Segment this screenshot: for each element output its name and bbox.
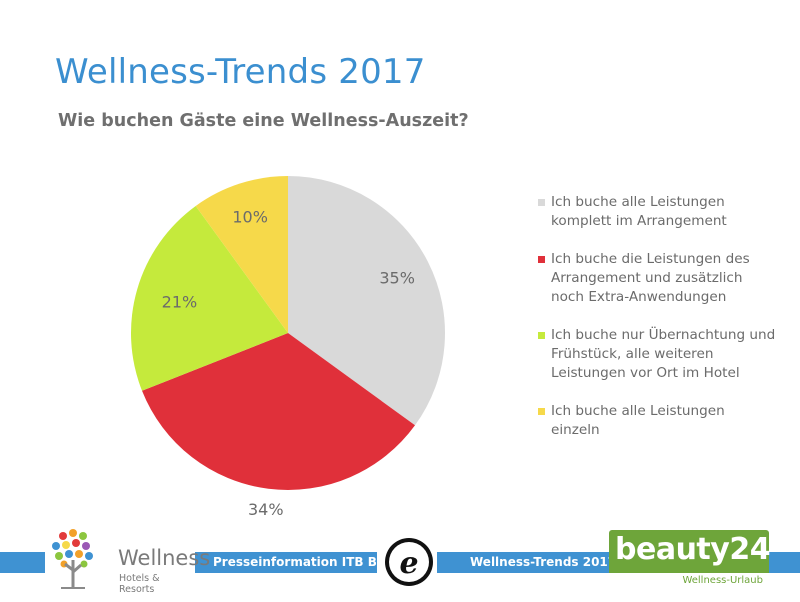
legend-label: Ich buche die Leistungen des Arrangement… bbox=[551, 251, 750, 305]
wellness-hotels-logo: Wellness Hotels & Resorts bbox=[45, 526, 210, 598]
logo-left-sub: Hotels & Resorts bbox=[119, 573, 160, 595]
page-title: Wellness-Trends 2017 bbox=[55, 52, 426, 92]
legend-label: Ich buche alle Leistungen einzeln bbox=[551, 403, 725, 438]
pie-data-label: 21% bbox=[162, 292, 198, 311]
pie-data-label: 34% bbox=[248, 500, 284, 519]
e-seal-icon: e bbox=[385, 538, 433, 586]
tree-icon bbox=[52, 529, 93, 589]
logo-left-name: Wellness bbox=[118, 546, 211, 570]
legend-item: Ich buche alle Leistungen einzeln bbox=[538, 402, 788, 440]
page-subtitle: Wie buchen Gäste eine Wellness-Auszeit? bbox=[58, 111, 469, 131]
pie-slice-extra bbox=[142, 333, 416, 491]
pie-slice-arrangement bbox=[288, 176, 445, 426]
legend-item: Ich buche die Leistungen des Arrangement… bbox=[538, 250, 788, 307]
legend-swatch bbox=[538, 408, 545, 415]
pie-slice-uebernachtung bbox=[130, 205, 288, 391]
pie-chart: 35% 34% 21% 10% bbox=[130, 176, 445, 519]
legend-item: Ich buche nur Übernachtung und Frühstück… bbox=[538, 326, 788, 383]
center-logo: e bbox=[377, 527, 437, 597]
footer-title-text: Wellness-Trends 2017 bbox=[470, 555, 617, 569]
press-info-text: Presseinformation ITB Berlin bbox=[213, 555, 408, 569]
beauty24-logo: beauty24de Wellness-Urlaub bbox=[609, 530, 789, 588]
pie-data-label: 35% bbox=[379, 268, 415, 287]
chart-legend: Ich buche alle Leistungen komplett im Ar… bbox=[538, 193, 788, 459]
legend-swatch bbox=[538, 199, 545, 206]
pie-data-label: 10% bbox=[232, 208, 268, 227]
legend-label: Ich buche nur Übernachtung und Frühstück… bbox=[551, 327, 776, 381]
beauty24-logo-sub: Wellness-Urlaub bbox=[609, 573, 769, 588]
legend-swatch bbox=[538, 332, 545, 339]
legend-swatch bbox=[538, 256, 545, 263]
pie-slice-einzeln bbox=[195, 176, 288, 333]
legend-label: Ich buche alle Leistungen komplett im Ar… bbox=[551, 194, 727, 229]
svg-text:e: e bbox=[399, 546, 418, 581]
beauty24-logo-name: beauty24de bbox=[615, 532, 789, 567]
legend-item: Ich buche alle Leistungen komplett im Ar… bbox=[538, 193, 788, 231]
